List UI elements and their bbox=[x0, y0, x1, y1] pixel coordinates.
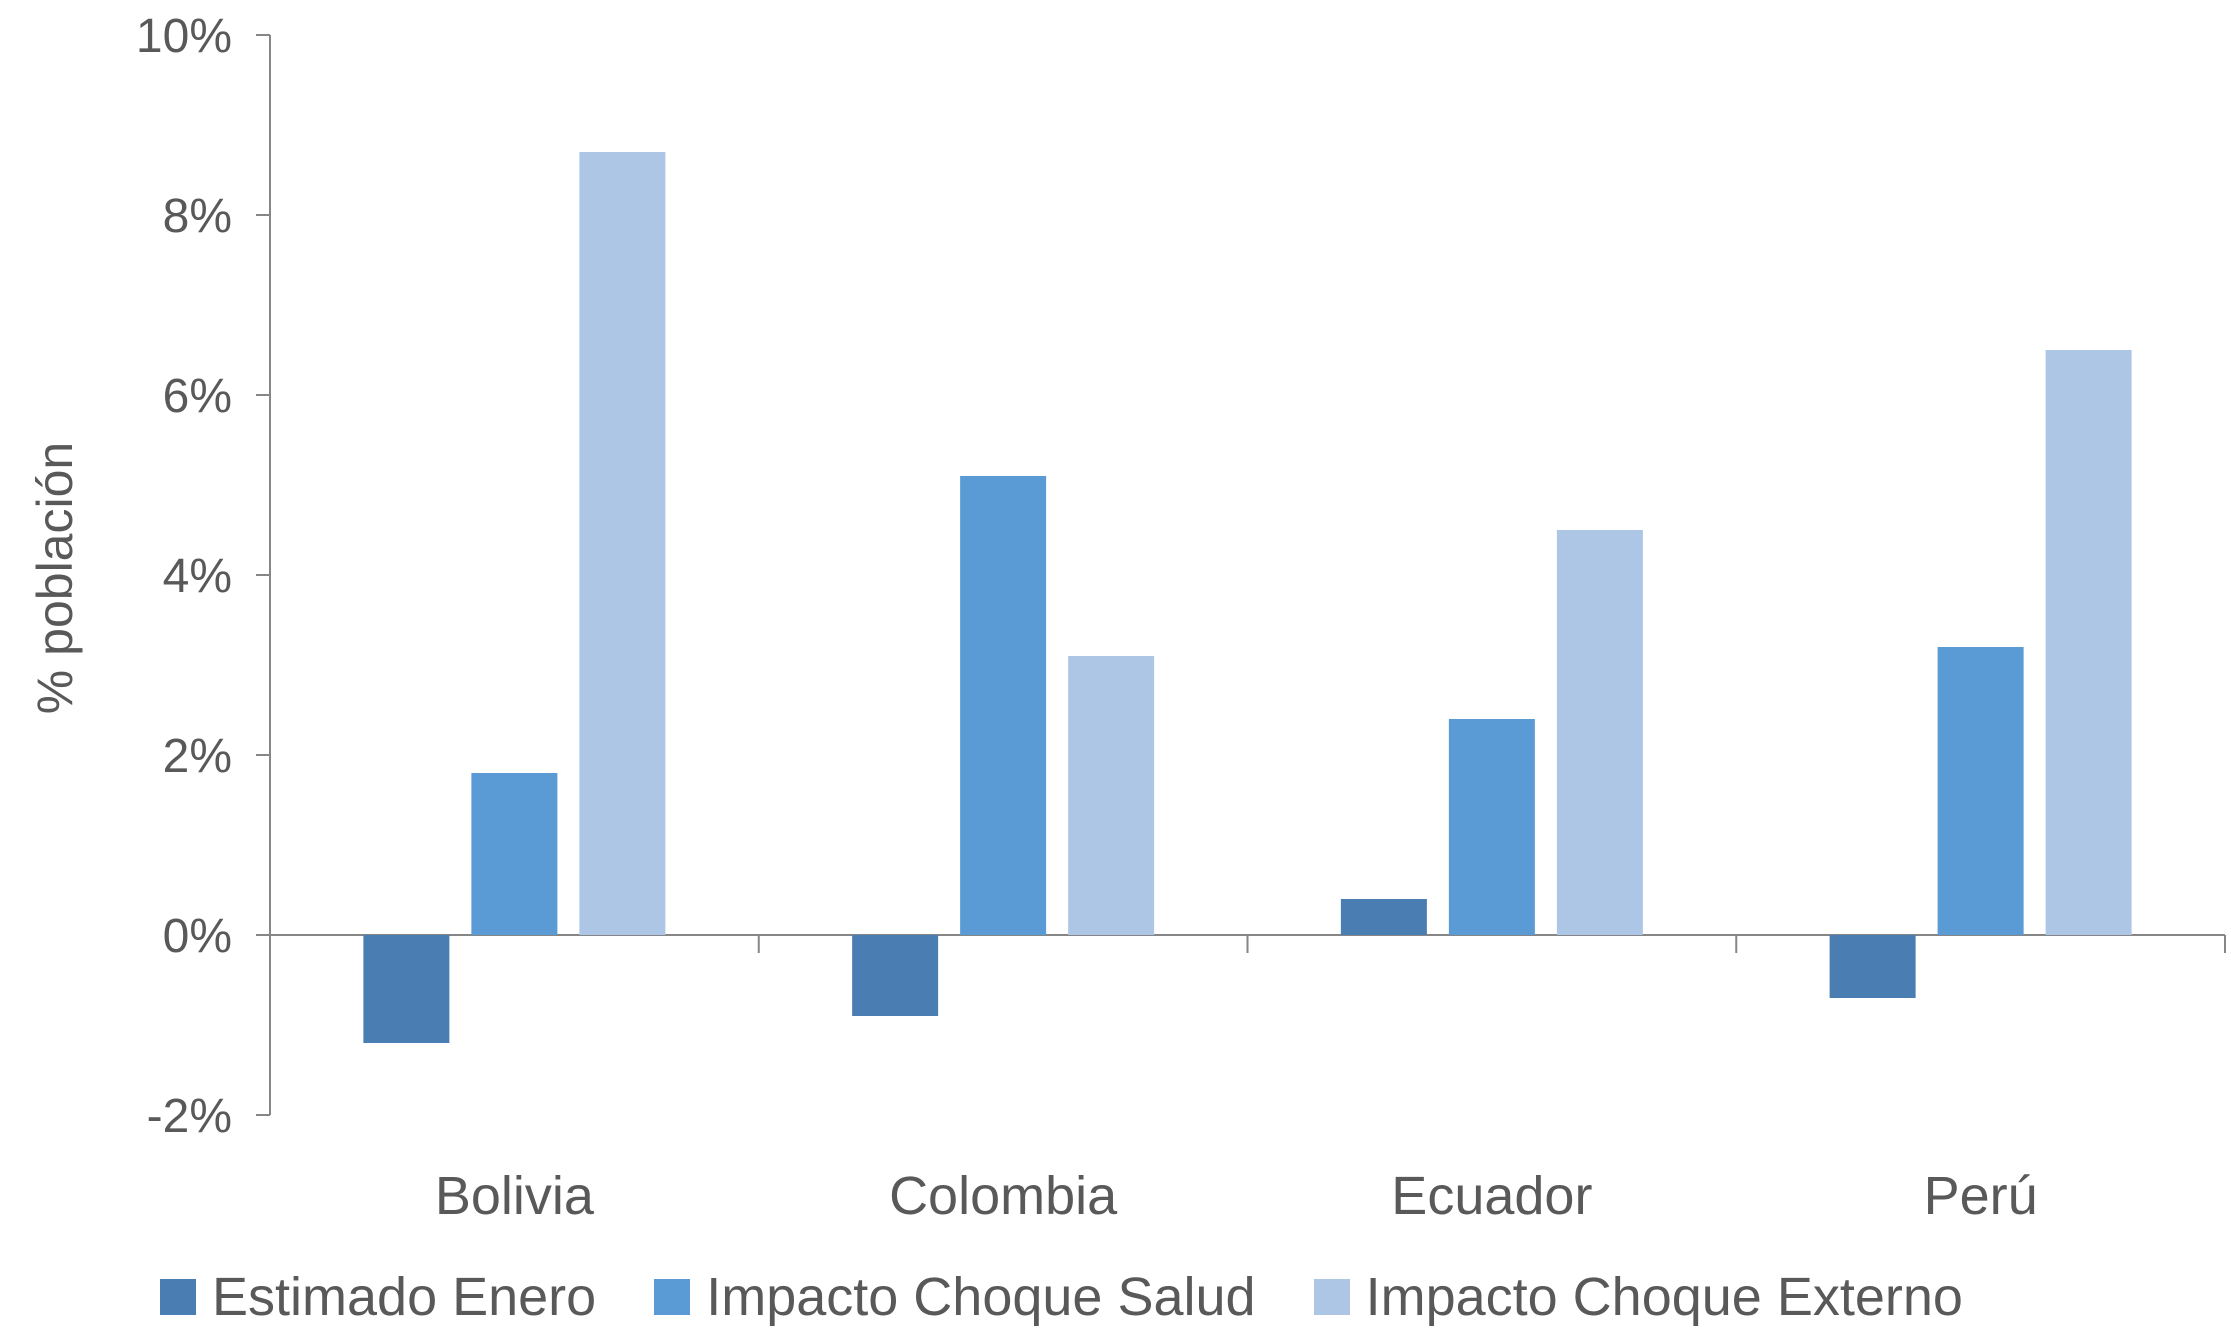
y-tick-label: 4% bbox=[163, 550, 232, 603]
legend-swatch bbox=[1313, 1279, 1350, 1315]
chart-labels: -2% 0% 2% 4% 6% 8% 10% Bolivia Colombia Ecuador Pe… bbox=[136, 10, 2038, 1226]
x-category-label: Colombia bbox=[889, 1166, 1118, 1226]
bar-impacto-choque-salud bbox=[1937, 647, 2024, 935]
legend-swatch bbox=[160, 1279, 196, 1315]
y-tick-label: 10% bbox=[136, 10, 232, 63]
legend-label: Impacto Choque Salud bbox=[706, 1267, 1256, 1327]
bar-impacto-choque-externo bbox=[2045, 350, 2132, 935]
bar-impacto-choque-salud bbox=[471, 773, 558, 935]
legend-swatch bbox=[654, 1279, 691, 1315]
x-category-label: Perú bbox=[1924, 1166, 2038, 1226]
bar-impacto-choque-externo bbox=[1068, 656, 1155, 935]
y-tick-label: -2% bbox=[147, 1090, 232, 1143]
bar-estimado-enero bbox=[1340, 899, 1427, 935]
legend-item: Impacto Choque Externo bbox=[1313, 1266, 1963, 1328]
y-tick-label: 8% bbox=[163, 190, 232, 243]
bar-impacto-choque-salud bbox=[960, 476, 1047, 935]
chart-bars bbox=[363, 152, 2132, 1043]
y-tick-label: 6% bbox=[163, 370, 232, 423]
legend-item: Estimado Enero bbox=[160, 1266, 596, 1328]
y-tick-label: 2% bbox=[163, 730, 232, 783]
x-category-label: Bolivia bbox=[435, 1166, 595, 1226]
chart-legend: Estimado Enero Impacto Choque Salud Impact… bbox=[160, 1262, 2021, 1332]
legend-label: Impacto Choque Externo bbox=[1365, 1267, 1963, 1327]
bar-estimado-enero bbox=[852, 935, 939, 1016]
legend-item: Impacto Choque Salud bbox=[654, 1266, 1256, 1328]
y-axis-title: % población bbox=[27, 442, 83, 714]
bar-impacto-choque-externo bbox=[1556, 530, 1643, 935]
y-tick-label: 0% bbox=[163, 910, 232, 963]
x-category-label: Ecuador bbox=[1391, 1166, 1592, 1226]
bar-estimado-enero bbox=[1829, 935, 1916, 998]
legend-label: Estimado Enero bbox=[212, 1267, 597, 1327]
bar-impacto-choque-salud bbox=[1448, 719, 1535, 935]
bar-estimado-enero bbox=[363, 935, 450, 1043]
bar-impacto-choque-externo bbox=[579, 152, 666, 935]
chart-axes bbox=[256, 34, 2226, 1116]
